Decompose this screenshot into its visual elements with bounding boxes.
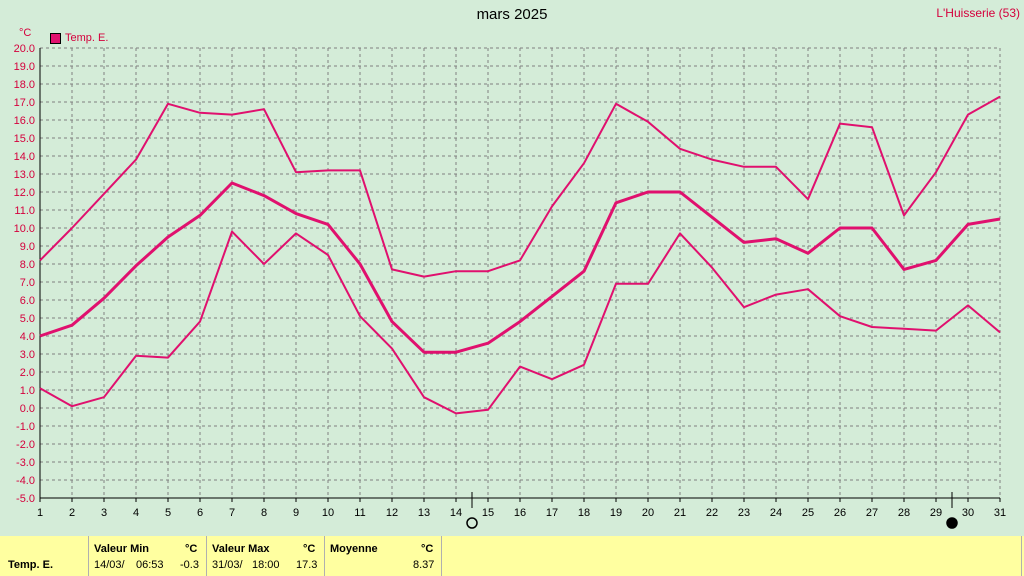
max-time: 18:00 (252, 559, 280, 571)
y-tick-label: 13.0 (14, 169, 35, 181)
temperature-chart: -5.0 -4.0 -3.0 -2.0 -1.0 0.0 1.0 2.0 3.0 4.0 5.0 6.… (14, 43, 1006, 529)
x-tick-label: 17 (546, 507, 558, 519)
x-tick-label: 21 (674, 507, 686, 519)
x-tick-label: 18 (578, 507, 590, 519)
x-tick-label: 20 (642, 507, 654, 519)
max-value: 17.3 (296, 559, 318, 571)
footer-divider (324, 536, 325, 576)
y-tick-label: -4.0 (16, 475, 35, 487)
y-tick-label: 12.0 (14, 187, 35, 199)
y-tick-label: 19.0 (14, 61, 35, 73)
y-unit-label: °C (19, 27, 32, 39)
legend: Temp. E. (50, 32, 108, 44)
x-tick-label: 22 (706, 507, 718, 519)
y-tick-label: 14.0 (14, 151, 35, 163)
y-tick-label: 9.0 (20, 241, 35, 253)
x-tick-label: 3 (101, 507, 107, 519)
x-tick-label: 4 (133, 507, 139, 519)
x-tick-label: 19 (610, 507, 622, 519)
x-tick-label: 2 (69, 507, 75, 519)
x-tick-label: 25 (802, 507, 814, 519)
y-tick-label: 0.0 (20, 403, 35, 415)
x-tick-label: 24 (770, 507, 782, 519)
x-tick-label: 28 (898, 507, 910, 519)
x-tick-label: 16 (514, 507, 526, 519)
series-line-min (39, 230, 1001, 415)
series-line-mean (39, 181, 1001, 354)
y-tick-label: 11.0 (14, 205, 35, 217)
legend-label: Temp. E. (65, 32, 109, 44)
series-line-max (39, 95, 1001, 278)
min-value: -0.3 (180, 559, 199, 571)
y-tick-label: 1.0 (20, 385, 35, 397)
mean-label: Moyenne (330, 543, 378, 555)
new-moon-icon (946, 517, 958, 529)
x-tick-label: 14 (450, 507, 462, 519)
y-tick-label: 16.0 (14, 115, 35, 127)
chart-title: mars 2025 (476, 6, 548, 23)
x-tick-label: 31 (994, 507, 1006, 519)
y-tick-label: 15.0 (14, 133, 35, 145)
y-tick-label: 8.0 (20, 259, 35, 271)
station-name: L'Huisserie (53) (936, 6, 1020, 20)
x-tick-label: 5 (165, 507, 171, 519)
x-tick-label: 29 (930, 507, 942, 519)
mean-value: 8.37 (413, 559, 435, 571)
y-tick-label: -5.0 (16, 493, 35, 505)
x-tick-label: 10 (322, 507, 334, 519)
max-unit: °C (303, 543, 316, 555)
y-tick-label: 2.0 (20, 367, 35, 379)
x-tick-label: 7 (229, 507, 235, 519)
y-tick-label: 10.0 (14, 223, 35, 235)
min-unit: °C (185, 543, 198, 555)
x-tick-label: 26 (834, 507, 846, 519)
y-tick-label: 6.0 (20, 295, 35, 307)
footer-divider (88, 536, 89, 576)
y-tick-label: -2.0 (16, 439, 35, 451)
min-time: 06:53 (136, 559, 164, 571)
x-tick-label: 30 (962, 507, 974, 519)
min-date: 14/03/ (94, 559, 125, 571)
x-tick-label: 27 (866, 507, 878, 519)
footer-divider (1021, 536, 1022, 576)
y-tick-label: 7.0 (20, 277, 35, 289)
y-tick-label: -1.0 (16, 421, 35, 433)
max-date: 31/03/ (212, 559, 243, 571)
x-tick-label: 13 (418, 507, 430, 519)
x-tick-label: 9 (293, 507, 299, 519)
footer-series-label: Temp. E. (8, 559, 54, 571)
y-tick-label: 3.0 (20, 349, 35, 361)
legend-swatch (50, 32, 61, 44)
footer-divider (206, 536, 207, 576)
full-moon-icon (466, 517, 478, 529)
x-tick-label: 11 (354, 507, 365, 519)
x-tick-label: 15 (482, 507, 494, 519)
x-tick-label: 23 (738, 507, 750, 519)
min-label: Valeur Min (94, 543, 150, 555)
y-tick-label: 4.0 (20, 331, 35, 343)
y-tick-label: 18.0 (14, 79, 35, 91)
mean-unit: °C (421, 543, 434, 555)
y-tick-label: 5.0 (20, 313, 35, 325)
max-label: Valeur Max (212, 543, 270, 555)
x-tick-label: 6 (197, 507, 203, 519)
x-tick-label: 12 (386, 507, 398, 519)
x-tick-label: 1 (37, 507, 43, 519)
y-tick-label: -3.0 (16, 457, 35, 469)
x-tick-label: 8 (261, 507, 267, 519)
y-tick-label: 20.0 (14, 43, 35, 55)
footer-divider (441, 536, 442, 576)
y-tick-label: 17.0 (14, 97, 35, 109)
stats-footer: Temp. E. Valeur Min °C 14/03/ 06:53 -0.3… (0, 536, 1024, 576)
